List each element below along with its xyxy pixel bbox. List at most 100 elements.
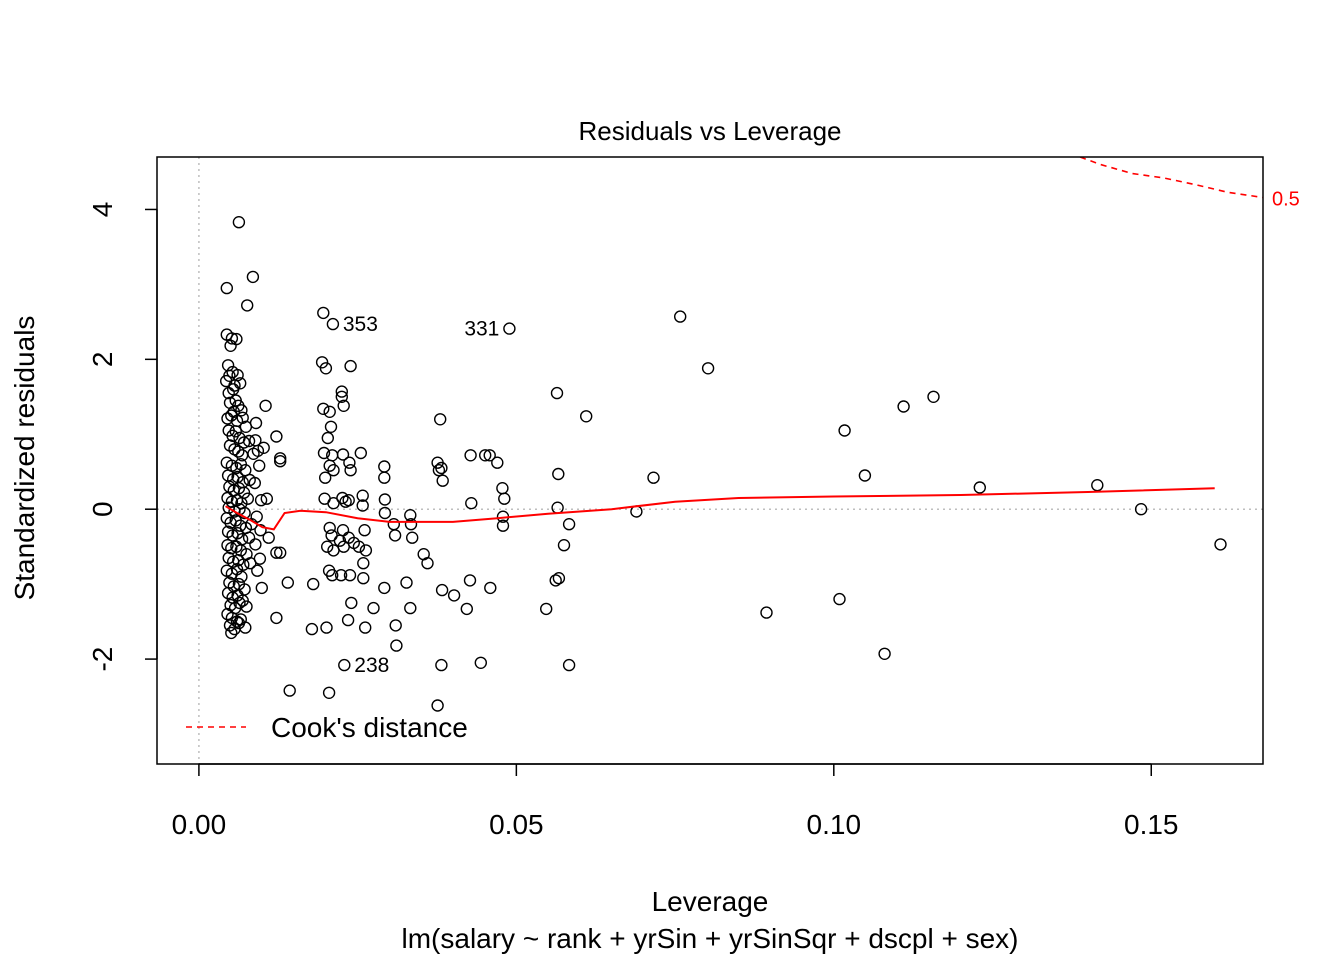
data-point — [274, 455, 287, 468]
data-point — [378, 493, 392, 506]
data-point — [878, 647, 891, 660]
cooks-contour-label: 0.5 — [1272, 188, 1300, 210]
data-point — [221, 607, 234, 621]
data-point — [897, 400, 910, 413]
data-point — [317, 402, 330, 415]
data-point — [344, 464, 357, 477]
data-point — [257, 441, 270, 454]
data-point — [249, 416, 263, 430]
data-point — [270, 546, 283, 559]
data-point — [760, 606, 773, 619]
data-point — [580, 410, 593, 423]
y-axis-label: Standardized residuals — [9, 316, 40, 601]
data-point — [359, 544, 373, 557]
data-point — [251, 444, 265, 457]
data-point — [236, 594, 249, 607]
data-point — [220, 281, 234, 295]
data-point — [283, 684, 296, 697]
data-point — [239, 621, 252, 634]
data-point — [479, 449, 492, 462]
data-point — [356, 499, 369, 512]
data-point — [220, 512, 234, 525]
data-point — [274, 452, 287, 465]
x-tick-label: 0.00 — [172, 809, 227, 840]
point-id-label: 353 — [343, 313, 378, 336]
data-point — [221, 539, 234, 552]
data-point — [236, 411, 249, 424]
data-point — [421, 557, 434, 570]
data-point — [315, 356, 329, 369]
data-point — [237, 558, 250, 571]
data-point — [222, 386, 235, 400]
data-point — [552, 572, 566, 585]
data-point — [248, 476, 262, 490]
data-point — [701, 362, 715, 375]
data-point — [343, 456, 356, 469]
data-point — [400, 576, 413, 589]
data-point — [246, 270, 260, 284]
y-tick-label: -2 — [87, 647, 118, 672]
data-point — [219, 374, 233, 388]
data-point — [338, 658, 351, 672]
data-point — [358, 524, 371, 537]
data-point — [342, 494, 355, 507]
data-point — [322, 686, 336, 699]
data-point — [227, 405, 241, 418]
x-tick-label: 0.15 — [1124, 809, 1179, 840]
data-point — [336, 491, 349, 505]
data-point — [359, 621, 372, 634]
data-point — [390, 639, 403, 652]
data-point — [232, 215, 246, 229]
point-id-label: 238 — [354, 654, 389, 677]
data-point — [474, 656, 487, 669]
data-point — [436, 474, 449, 487]
data-point — [230, 540, 243, 553]
plot-frame — [156, 156, 1264, 765]
data-point — [235, 570, 248, 583]
data-point — [404, 509, 417, 522]
data-point — [323, 521, 336, 535]
data-point — [255, 581, 268, 595]
data-point — [552, 467, 565, 481]
data-point — [503, 322, 516, 335]
data-point — [833, 592, 846, 606]
data-point — [233, 596, 246, 610]
data-point — [240, 299, 254, 312]
data-point — [357, 557, 370, 570]
data-point — [221, 586, 235, 600]
data-point — [254, 494, 268, 507]
data-point — [250, 510, 263, 523]
data-point — [254, 524, 267, 537]
data-point — [388, 529, 402, 542]
data-point — [1134, 503, 1148, 516]
model-formula-subtitle: lm(salary ~ rank + yrSin + yrSinSqr + ds… — [402, 923, 1019, 954]
data-point — [1214, 538, 1227, 551]
data-point — [343, 569, 357, 582]
data-point — [557, 539, 571, 552]
data-point — [253, 552, 267, 565]
data-point — [232, 616, 246, 630]
data-point — [335, 390, 348, 403]
data-point — [235, 404, 248, 417]
data-point — [357, 572, 370, 585]
data-point — [324, 420, 338, 433]
point-id-labels: 0.5 353 331 238 — [343, 188, 1300, 677]
data-point — [550, 386, 564, 400]
data-point — [431, 699, 444, 712]
data-points — [219, 215, 1227, 712]
data-point — [1091, 479, 1104, 492]
data-point — [232, 445, 245, 458]
data-point — [337, 399, 350, 412]
data-point — [549, 574, 562, 587]
y-tick-label: 4 — [87, 202, 118, 218]
reference-lines — [157, 157, 1263, 764]
data-point — [317, 446, 331, 460]
data-point — [319, 471, 332, 484]
data-point — [378, 471, 391, 484]
data-point — [344, 359, 357, 373]
data-point — [249, 538, 262, 551]
data-point — [354, 446, 367, 460]
data-point — [483, 449, 496, 462]
x-tick-label: 0.05 — [489, 809, 544, 840]
